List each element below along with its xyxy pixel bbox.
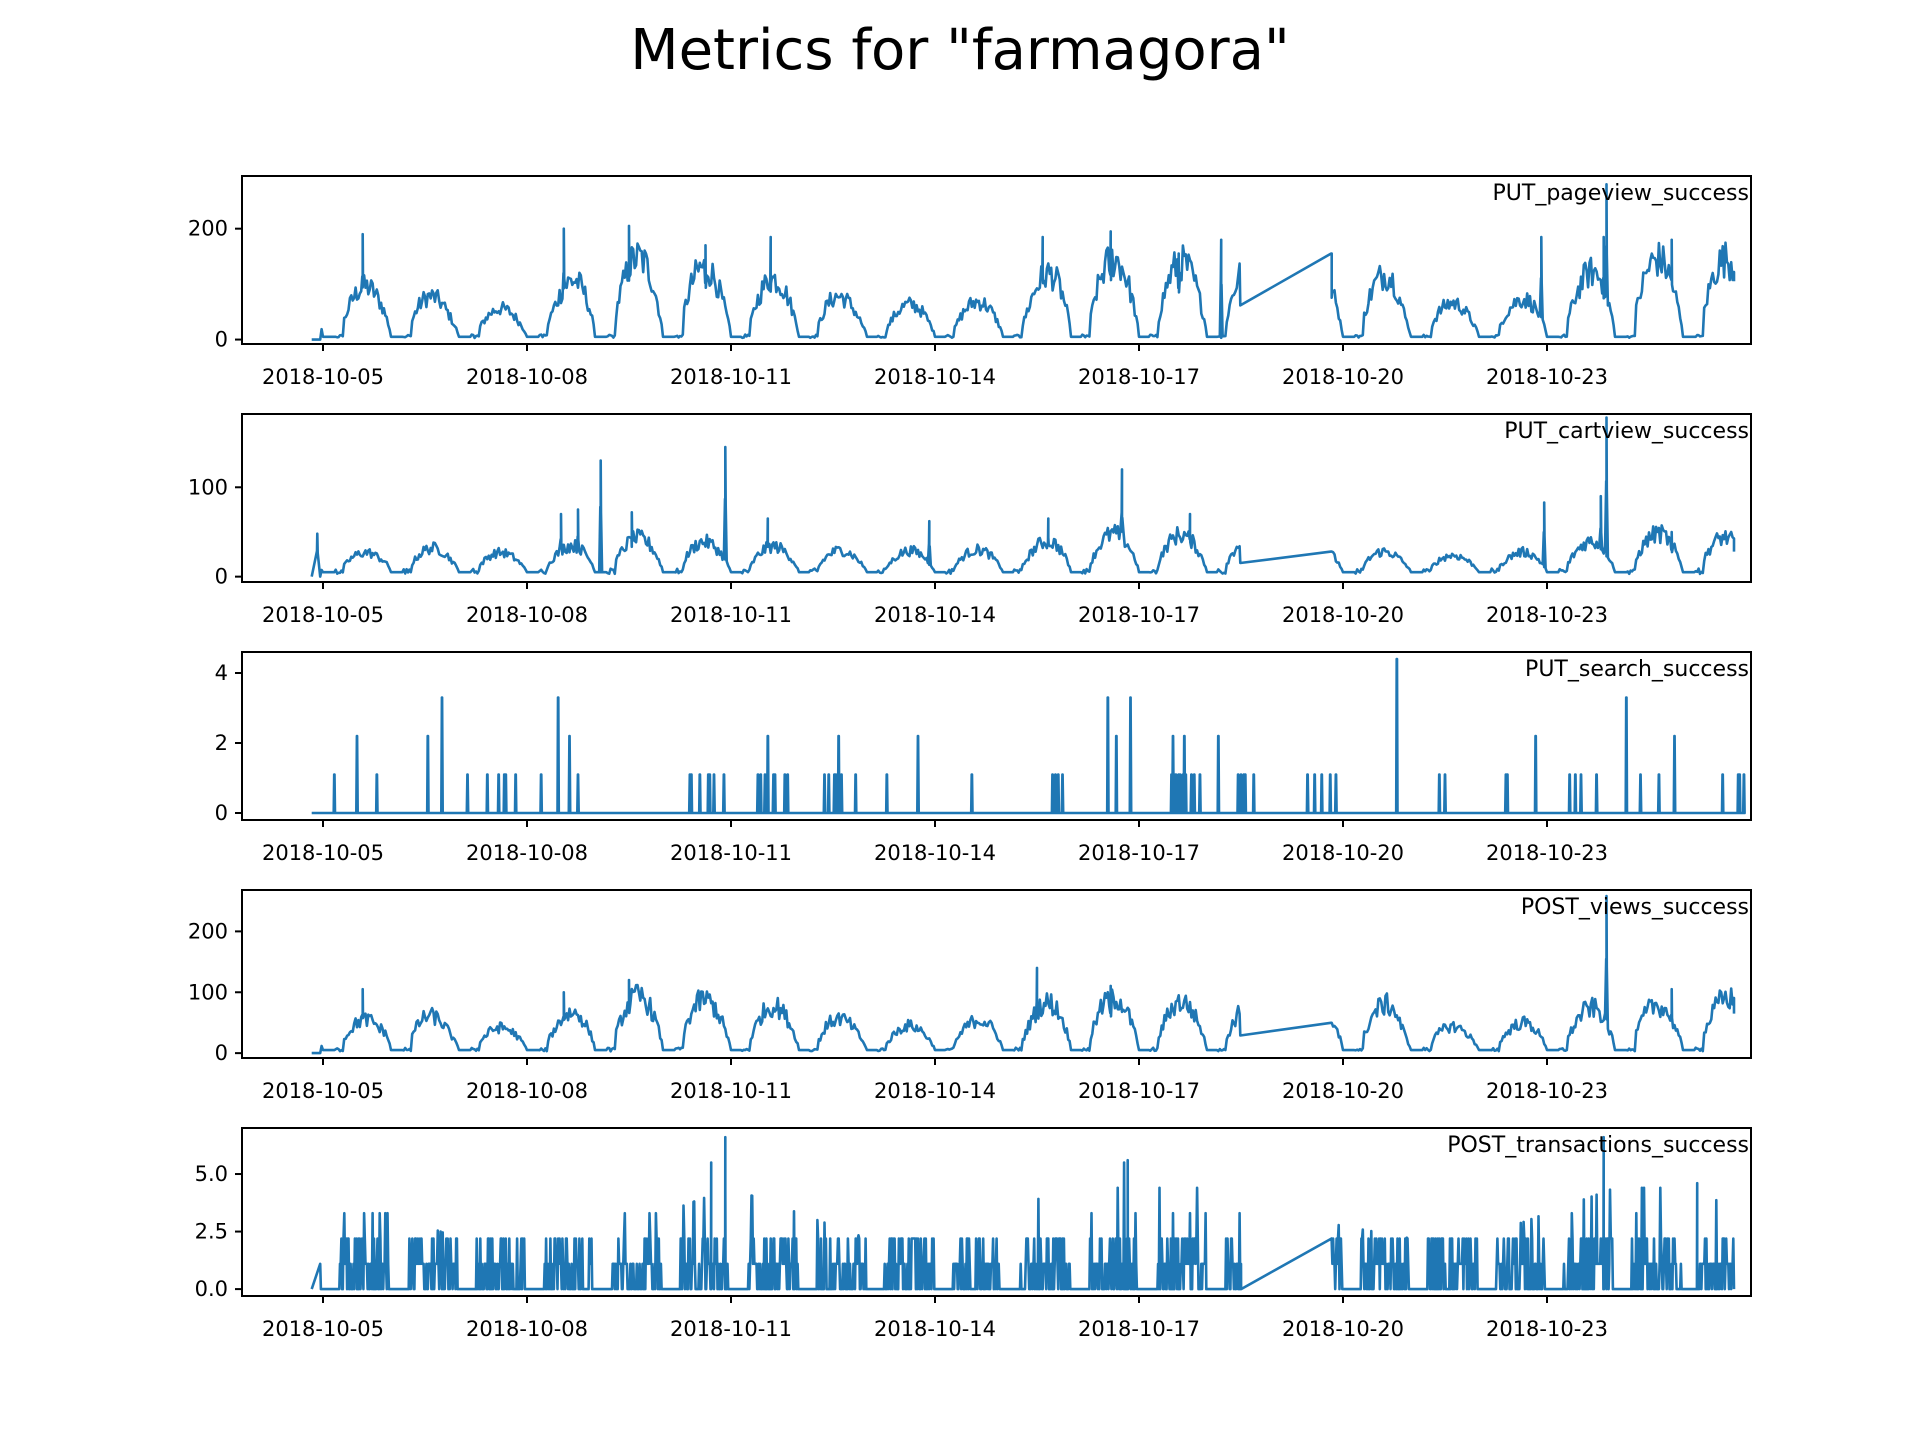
- axes-frame: [241, 651, 1752, 821]
- y-tick-label: 2: [215, 731, 228, 755]
- x-tick-label: 2018-10-17: [1078, 603, 1200, 627]
- axes-frame: [241, 1127, 1752, 1297]
- x-tick-label: 2018-10-08: [466, 841, 588, 865]
- series-line-POST_transactions_success: [310, 1135, 1736, 1291]
- series-line-PUT_pageview_success: [311, 183, 1736, 341]
- x-tick-label: 2018-10-17: [1078, 841, 1200, 865]
- y-tick-label: 100: [188, 980, 228, 1004]
- x-tick-label: 2018-10-08: [466, 1317, 588, 1341]
- x-tick-label: 2018-10-23: [1486, 1317, 1608, 1341]
- subplot-4: 0 100 200 2018-10-05 2018-10-08 2018-10-11 201…: [188, 889, 1752, 1103]
- panel-label: POST_transactions_success: [1447, 1133, 1749, 1158]
- x-tick-label: 2018-10-05: [262, 1079, 384, 1103]
- y-tick-label: 2.5: [195, 1220, 228, 1244]
- x-tick-label: 2018-10-14: [874, 841, 996, 865]
- x-tick-label: 2018-10-05: [262, 603, 384, 627]
- subplot-5: 0.0 2.5 5.0 2018-10-05 2018-10-08 2018-10-11 2…: [195, 1127, 1752, 1341]
- panel-label: PUT_pageview_success: [1493, 181, 1749, 206]
- subplot-3: 0 2 4 2018-10-05 2018-10-08 2018-10-11 2018-10…: [215, 651, 1752, 865]
- x-tick-label: 2018-10-08: [466, 365, 588, 389]
- x-tick-label: 2018-10-11: [670, 365, 792, 389]
- axes-frame: [241, 413, 1752, 583]
- series-line-POST_views_success: [311, 894, 1736, 1055]
- x-tick-label: 2018-10-23: [1486, 365, 1608, 389]
- x-tick-label: 2018-10-17: [1078, 1317, 1200, 1341]
- series-line-PUT_search_success: [311, 657, 1746, 815]
- x-tick-label: 2018-10-05: [262, 1317, 384, 1341]
- x-tick-label: 2018-10-14: [874, 1079, 996, 1103]
- subplot-2: 0 100 2018-10-05 2018-10-08 2018-10-11 2018-1…: [188, 413, 1752, 627]
- x-tick-label: 2018-10-20: [1282, 841, 1404, 865]
- x-tick-label: 2018-10-17: [1078, 1079, 1200, 1103]
- x-tick-label: 2018-10-17: [1078, 365, 1200, 389]
- axes-frame: [241, 889, 1752, 1059]
- axes-frame: [241, 175, 1752, 345]
- x-tick-label: 2018-10-11: [670, 1079, 792, 1103]
- x-tick-label: 2018-10-11: [670, 841, 792, 865]
- x-tick-label: 2018-10-05: [262, 841, 384, 865]
- y-tick-label: 200: [188, 919, 228, 943]
- x-tick-label: 2018-10-14: [874, 1317, 996, 1341]
- figure-title: Metrics for "farmagora": [630, 18, 1290, 83]
- y-tick-label: 0: [215, 565, 228, 589]
- x-tick-label: 2018-10-23: [1486, 603, 1608, 627]
- y-tick-label: 4: [215, 661, 228, 685]
- y-tick-label: 0: [215, 801, 228, 825]
- subplot-1: 0 200 2018-10-05 2018-10-08 2018-10-11 2018-1…: [188, 175, 1752, 389]
- y-tick-label: 0: [215, 1041, 228, 1065]
- series-line-PUT_cartview_success: [310, 416, 1736, 578]
- x-tick-label: 2018-10-14: [874, 365, 996, 389]
- x-tick-label: 2018-10-05: [262, 365, 384, 389]
- y-tick-label: 100: [188, 475, 228, 499]
- x-tick-label: 2018-10-14: [874, 603, 996, 627]
- y-tick-label: 0: [215, 328, 228, 352]
- x-tick-label: 2018-10-11: [670, 1317, 792, 1341]
- x-tick-label: 2018-10-20: [1282, 1317, 1404, 1341]
- x-tick-label: 2018-10-08: [466, 1079, 588, 1103]
- x-tick-label: 2018-10-23: [1486, 1079, 1608, 1103]
- x-tick-label: 2018-10-20: [1282, 365, 1404, 389]
- y-tick-label: 5.0: [195, 1162, 228, 1186]
- x-tick-label: 2018-10-20: [1282, 1079, 1404, 1103]
- y-tick-label: 0.0: [195, 1277, 228, 1301]
- panel-label: PUT_search_success: [1525, 657, 1749, 682]
- x-tick-label: 2018-10-11: [670, 603, 792, 627]
- x-tick-label: 2018-10-20: [1282, 603, 1404, 627]
- panel-label: PUT_cartview_success: [1504, 419, 1749, 444]
- x-tick-label: 2018-10-08: [466, 603, 588, 627]
- y-tick-label: 200: [188, 217, 228, 241]
- x-tick-label: 2018-10-23: [1486, 841, 1608, 865]
- panel-label: POST_views_success: [1521, 895, 1749, 920]
